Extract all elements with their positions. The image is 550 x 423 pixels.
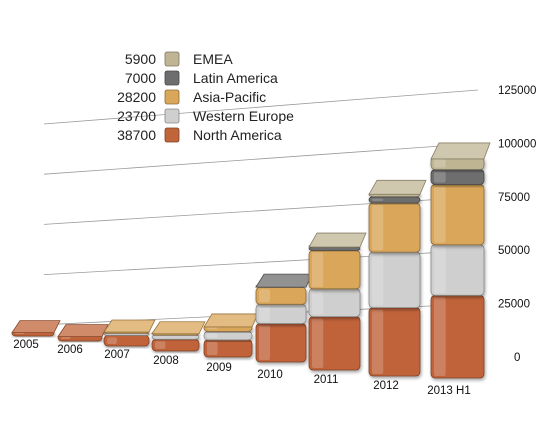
bar-highlight: [434, 158, 446, 168]
legend-value: 7000: [125, 70, 156, 86]
bar-highlight: [434, 171, 446, 183]
legend-swatch: [164, 89, 180, 105]
legend-value: 38700: [117, 127, 156, 143]
legend-value: 23700: [117, 108, 156, 124]
bar-highlight: [434, 297, 446, 376]
y-tick-label: 75000: [498, 192, 530, 204]
bar-highlight: [259, 325, 270, 360]
bar-highlight: [372, 198, 384, 201]
bar-stack-2006: [57, 324, 109, 342]
gridline: [43, 143, 479, 175]
y-tick-label: 25000: [498, 299, 530, 311]
bar-top-face: [103, 319, 156, 333]
bar-highlight: [207, 341, 218, 355]
bar-stack-2010: [255, 273, 313, 363]
x-tick-label: 2008: [153, 355, 179, 367]
bar-highlight: [61, 336, 71, 339]
bar-highlight: [155, 341, 166, 349]
y-tick-label: 100000: [498, 138, 536, 150]
x-tick-label: 2013 H1: [427, 385, 470, 397]
bar-top-face: [203, 313, 259, 328]
legend-item-north-america: 38700 North America: [117, 127, 282, 143]
legend: 5900 EMEA 7000 Latin America 28200 Asia-Pacif…: [117, 51, 294, 143]
bar-top-face: [368, 179, 427, 195]
legend-label: Asia-Pacific: [193, 89, 266, 105]
bar-highlight: [372, 204, 384, 251]
bar-top-face: [308, 232, 367, 248]
legend-swatch: [164, 108, 180, 124]
bar-stack-2005: [11, 320, 61, 337]
y-tick-label: 0: [514, 352, 520, 364]
legend-item-western-europe: 23700 Western Europe: [117, 108, 294, 124]
bar-stack-2013-h1: [430, 142, 491, 379]
bar-top-face: [255, 273, 313, 288]
x-tick-label: 2006: [57, 344, 83, 356]
bar-top-face: [11, 320, 61, 334]
legend-label: North America: [193, 127, 282, 143]
bar-top-face: [151, 321, 206, 335]
legend-item-emea: 5900 EMEA: [125, 51, 233, 67]
bar-highlight: [207, 326, 218, 330]
x-tick-label: 2009: [206, 362, 232, 374]
gridline: [43, 89, 479, 125]
legend-label: Latin America: [193, 70, 278, 86]
bar-top-face: [57, 324, 109, 337]
y-tick-label: 50000: [498, 245, 530, 257]
bar-top-face: [430, 142, 491, 160]
legend-item-latin-america: 7000 Latin America: [125, 70, 278, 86]
x-tick-label: 2007: [104, 349, 130, 361]
bar-highlight: [312, 290, 324, 315]
bar-highlight: [372, 309, 384, 374]
legend-swatch: [164, 70, 180, 86]
legend-item-asia-pacific: 28200 Asia-Pacific: [117, 89, 266, 105]
legend-swatch: [164, 127, 180, 143]
bar-highlight: [312, 252, 324, 287]
bar-highlight: [372, 254, 384, 306]
x-tick-label: 2010: [257, 369, 283, 381]
x-tick-label: 2005: [13, 339, 39, 351]
legend-label: Western Europe: [193, 108, 294, 124]
bar-highlight: [207, 333, 218, 338]
y-axis-ticks: 0 25000 50000 75000 100000 125000: [498, 85, 536, 364]
legend-value: 28200: [117, 89, 156, 105]
bar-highlight: [259, 306, 270, 322]
bar-stack-2009: [203, 313, 259, 358]
bar-highlight: [107, 337, 117, 344]
y-tick-label: 125000: [498, 85, 536, 97]
x-axis-labels: 2005 2006 2007 2008 2009 2010 2011 2012 2013 H1: [13, 339, 471, 397]
bar-highlight: [312, 318, 324, 368]
legend-label: EMEA: [193, 51, 233, 67]
legend-swatch: [164, 51, 180, 67]
x-tick-label: 2012: [373, 380, 399, 392]
legend-value: 5900: [125, 51, 156, 67]
bar-segment-latin-america: [308, 246, 361, 251]
bars: [11, 142, 491, 379]
bar-stack-2012: [368, 179, 427, 377]
bar-highlight: [434, 186, 446, 243]
bar-highlight: [434, 246, 446, 294]
bar-stack-2008: [151, 321, 206, 352]
bar-stack-2011: [308, 232, 367, 371]
bar-stack-2007: [103, 319, 156, 347]
x-tick-label: 2011: [314, 374, 339, 386]
bar-highlight: [259, 289, 270, 303]
